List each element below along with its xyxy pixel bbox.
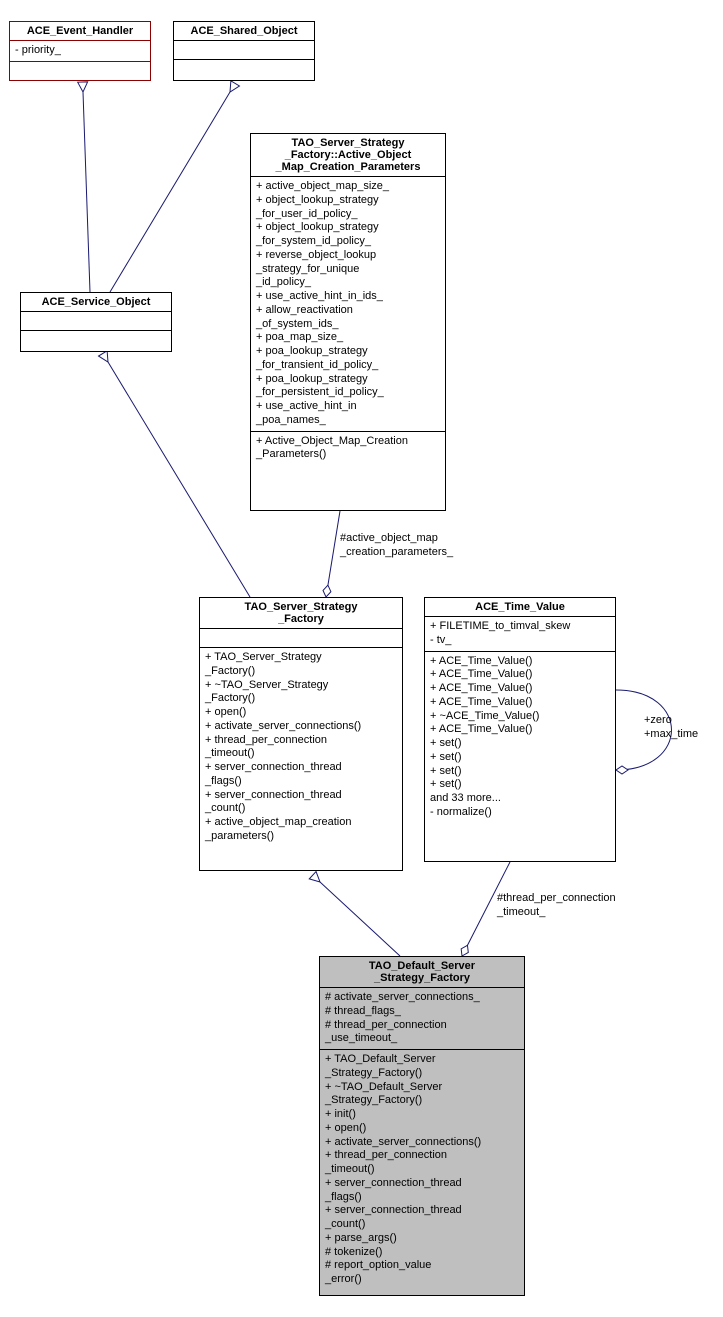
class-operations	[21, 331, 171, 349]
class-tao-server-strategy-factory: TAO_Server_Strategy _Factory + TAO_Serve…	[199, 597, 403, 871]
attribute-item: + object_lookup_strategy _for_system_id_…	[256, 221, 440, 249]
class-ace-shared-object: ACE_Shared_Object	[173, 21, 315, 81]
class-title: ACE_Time_Value	[425, 598, 615, 617]
class-attributes: # activate_server_connections_# thread_f…	[320, 988, 524, 1050]
operation-item: + thread_per_connection _timeout()	[325, 1149, 519, 1177]
operation-item: + active_object_map_creation _parameters…	[205, 816, 397, 844]
class-attributes	[174, 41, 314, 60]
operation-item: # report_option_value _error()	[325, 1259, 519, 1287]
attribute-item: + FILETIME_to_timval_skew	[430, 620, 610, 634]
operation-item: + ACE_Time_Value()	[430, 655, 610, 669]
class-operations: + ACE_Time_Value()+ ACE_Time_Value()+ AC…	[425, 652, 615, 823]
attribute-item: + poa_map_size_	[256, 331, 440, 345]
class-title: TAO_Server_Strategy _Factory	[200, 598, 402, 629]
class-ace-service-object: ACE_Service_Object	[20, 292, 172, 352]
class-ace-event-handler: ACE_Event_Handler - priority_	[9, 21, 151, 81]
operation-item: + activate_server_connections()	[325, 1136, 519, 1150]
operation-item: + ACE_Time_Value()	[430, 696, 610, 710]
edge-label-aom-creation: #active_object_map _creation_parameters_	[340, 532, 453, 560]
operation-item: + set()	[430, 765, 610, 779]
class-title: ACE_Shared_Object	[174, 22, 314, 41]
class-attributes	[200, 629, 402, 648]
edge-label-zero-max-time: +zero +max_time	[644, 714, 698, 742]
attribute-item: # thread_per_connection _use_timeout_	[325, 1019, 519, 1047]
class-operations	[174, 60, 314, 78]
attribute-item: + reverse_object_lookup _strategy_for_un…	[256, 249, 440, 290]
operation-item: + init()	[325, 1108, 519, 1122]
class-operations: + TAO_Server_Strategy _Factory()+ ~TAO_S…	[200, 648, 402, 847]
attribute-item: + active_object_map_size_	[256, 180, 440, 194]
class-title: ACE_Service_Object	[21, 293, 171, 312]
attribute-item: + poa_lookup_strategy _for_transient_id_…	[256, 345, 440, 373]
class-tao-default-server-strategy-factory: TAO_Default_Server _Strategy_Factory# ac…	[319, 956, 525, 1296]
class-attributes: - priority_	[10, 41, 150, 62]
operation-item: + server_connection_thread _flags()	[325, 1177, 519, 1205]
operation-item: + server_connection_thread _count()	[325, 1204, 519, 1232]
attribute-item: + allow_reactivation _of_system_ids_	[256, 304, 440, 332]
attribute-item: - priority_	[15, 44, 145, 58]
operation-item: + open()	[325, 1122, 519, 1136]
class-attributes: + active_object_map_size_+ object_lookup…	[251, 177, 445, 432]
operation-item: + ~TAO_Default_Server _Strategy_Factory(…	[325, 1081, 519, 1109]
class-operations: + TAO_Default_Server _Strategy_Factory()…	[320, 1050, 524, 1290]
operation-item: + server_connection_thread _flags()	[205, 761, 397, 789]
edge-label-thread-per-connection: #thread_per_connection _timeout_	[497, 892, 616, 920]
operation-item: + activate_server_connections()	[205, 720, 397, 734]
class-operations: + Active_Object_Map_Creation _Parameters…	[251, 432, 445, 466]
attribute-item: + poa_lookup_strategy _for_persistent_id…	[256, 373, 440, 401]
operation-item: + parse_args()	[325, 1232, 519, 1246]
class-title: TAO_Default_Server _Strategy_Factory	[320, 957, 524, 988]
operation-item: + ACE_Time_Value()	[430, 682, 610, 696]
attribute-item: + object_lookup_strategy _for_user_id_po…	[256, 194, 440, 222]
operation-item: + set()	[430, 737, 610, 751]
operation-item: + ACE_Time_Value()	[430, 668, 610, 682]
class-title: TAO_Server_Strategy _Factory::Active_Obj…	[251, 134, 445, 177]
operation-item: and 33 more...	[430, 792, 610, 806]
class-title: ACE_Event_Handler	[10, 22, 150, 41]
attribute-item: - tv_	[430, 634, 610, 648]
operation-item: + open()	[205, 706, 397, 720]
attribute-item: # thread_flags_	[325, 1005, 519, 1019]
class-attributes: + FILETIME_to_timval_skew- tv_	[425, 617, 615, 652]
operation-item: + TAO_Server_Strategy _Factory()	[205, 651, 397, 679]
attribute-item: + use_active_hint_in_ids_	[256, 290, 440, 304]
operation-item: + TAO_Default_Server _Strategy_Factory()	[325, 1053, 519, 1081]
class-aom-creation-parameters: TAO_Server_Strategy _Factory::Active_Obj…	[250, 133, 446, 511]
operation-item: + Active_Object_Map_Creation _Parameters…	[256, 435, 440, 463]
attribute-item: # activate_server_connections_	[325, 991, 519, 1005]
operation-item: + ACE_Time_Value()	[430, 723, 610, 737]
operation-item: + set()	[430, 751, 610, 765]
operation-item: + ~ACE_Time_Value()	[430, 710, 610, 724]
operation-item: + server_connection_thread _count()	[205, 789, 397, 817]
class-attributes	[21, 312, 171, 331]
attribute-item: + use_active_hint_in _poa_names_	[256, 400, 440, 428]
operation-item: # tokenize()	[325, 1246, 519, 1260]
operation-item: + set()	[430, 778, 610, 792]
operation-item: - normalize()	[430, 806, 610, 820]
operation-item: + ~TAO_Server_Strategy _Factory()	[205, 679, 397, 707]
operation-item: + thread_per_connection _timeout()	[205, 734, 397, 762]
class-operations	[10, 62, 150, 80]
class-ace-time-value: ACE_Time_Value+ FILETIME_to_timval_skew-…	[424, 597, 616, 862]
